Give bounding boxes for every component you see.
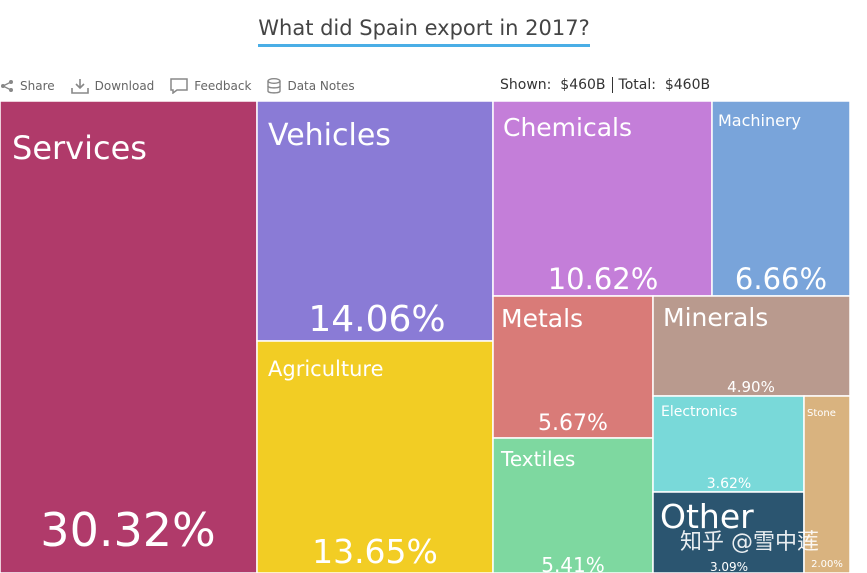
share-button[interactable]: Share — [0, 79, 55, 93]
treemap-percent-chemicals: 10.62% — [548, 262, 659, 296]
treemap-cell-textiles[interactable]: Textiles 5.41% — [492, 437, 654, 573]
treemap-rect-vehicles[interactable] — [256, 101, 494, 342]
chart-title-text: What did Spain export in 2017? — [258, 16, 590, 47]
treemap-rect-stone[interactable] — [803, 395, 850, 573]
feedback-label: Feedback — [194, 79, 252, 93]
shown-value: $460B — [560, 77, 606, 93]
treemap-percent-machinery: 6.66% — [735, 262, 827, 296]
treemap-cell-stone[interactable]: Stone 2.00% — [803, 395, 850, 573]
treemap-percent-services: 30.32% — [40, 503, 215, 557]
treemap-label-metals: Metals — [501, 304, 583, 333]
treemap-rect-textiles[interactable] — [492, 437, 654, 573]
treemap-rect-chemicals[interactable] — [492, 101, 713, 297]
toolbar: Share Download Feedback Data Notes — [0, 76, 371, 96]
total-value: $460B — [664, 77, 711, 93]
feedback-button[interactable]: Feedback — [170, 78, 251, 94]
database-icon — [267, 78, 282, 94]
shown-label: Shown: — [500, 77, 552, 93]
treemap-percent-stone: 2.00% — [811, 559, 843, 570]
treemap-rect-electronics[interactable] — [652, 395, 805, 493]
treemap-cell-chemicals[interactable]: Chemicals 10.62% — [492, 101, 713, 297]
download-icon — [70, 79, 89, 94]
share-label: Share — [20, 79, 55, 93]
treemap-percent-vehicles: 14.06% — [308, 299, 445, 340]
download-label: Download — [94, 79, 155, 93]
totals-readout: Shown: $460B Total: $460B — [500, 77, 710, 93]
treemap-label-minerals: Minerals — [663, 303, 768, 332]
treemap-cell-services[interactable]: Services 30.32% — [0, 101, 258, 573]
download-button[interactable]: Download — [70, 78, 155, 94]
treemap-percent-electronics: 3.62% — [707, 476, 751, 492]
treemap-cell-electronics[interactable]: Electronics 3.62% — [652, 395, 805, 493]
treemap-percent-textiles: 5.41% — [541, 553, 605, 573]
share-icon — [1, 80, 13, 92]
treemap-cell-metals[interactable]: Metals 5.67% — [492, 295, 654, 439]
treemap-label-vehicles: Vehicles — [268, 118, 391, 153]
treemap-rect-services[interactable] — [0, 101, 258, 573]
treemap-label-other: Other — [660, 497, 754, 536]
treemap-label-machinery: Machinery — [718, 111, 801, 130]
treemap-rect-minerals[interactable] — [652, 295, 850, 397]
treemap-label-chemicals: Chemicals — [503, 113, 632, 142]
chart-title: What did Spain export in 2017? — [0, 16, 848, 47]
treemap-cell-minerals[interactable]: Minerals 4.90% — [652, 295, 850, 397]
treemap-cell-machinery[interactable]: Machinery 6.66% — [711, 101, 850, 297]
watermark-text: 知乎 @雪中莲 — [680, 530, 819, 555]
treemap-percent-other: 3.09% — [710, 560, 748, 573]
treemap-percent-metals: 5.67% — [538, 411, 608, 436]
data-notes-button[interactable]: Data Notes — [267, 78, 355, 94]
treemap-label-agriculture: Agriculture — [268, 357, 384, 381]
treemap-cell-vehicles[interactable]: Vehicles 14.06% — [256, 101, 494, 342]
treemap-percent-agriculture: 13.65% — [312, 532, 438, 571]
total-label: Total: — [618, 77, 656, 93]
treemap-percent-minerals: 4.90% — [727, 378, 775, 396]
treemap-label-electronics: Electronics — [661, 404, 737, 420]
treemap-rect-other[interactable] — [652, 491, 805, 573]
treemap-cell-agriculture[interactable]: Agriculture 13.65% — [256, 340, 494, 573]
treemap-chart: Services 30.32% Vehicles 14.06% Agriculture 1… — [0, 101, 850, 573]
treemap-rect-agriculture[interactable] — [256, 340, 494, 573]
feedback-icon — [170, 78, 189, 94]
treemap-cell-other[interactable]: Other 3.09% — [652, 491, 805, 573]
treemap-label-services: Services — [12, 129, 147, 167]
totals-divider — [611, 77, 613, 93]
treemap-label-stone: Stone — [807, 408, 836, 419]
treemap-rect-machinery[interactable] — [711, 101, 850, 297]
treemap-label-textiles: Textiles — [500, 447, 575, 471]
treemap-rect-metals[interactable] — [492, 295, 654, 439]
data-notes-label: Data Notes — [287, 79, 355, 93]
